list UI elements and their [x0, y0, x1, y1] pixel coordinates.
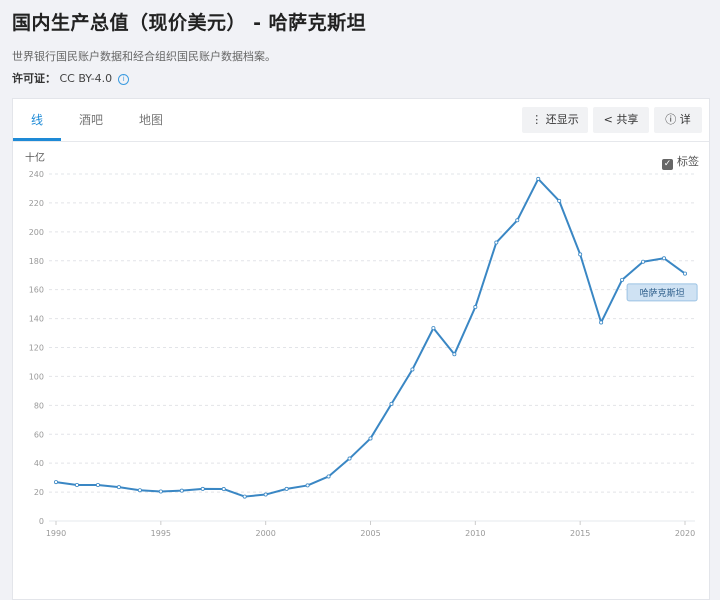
x-tick-label: 2020 [675, 529, 695, 538]
labels-toggle[interactable]: ✓ 标签 [662, 153, 699, 170]
data-point [452, 352, 457, 357]
x-tick-label: 1995 [151, 529, 171, 538]
data-point [54, 480, 59, 485]
data-point [515, 218, 520, 223]
source-description: 世界银行国民账户数据和经合组织国民账户数据档案。 [12, 50, 276, 63]
data-point [494, 240, 499, 245]
data-point [263, 492, 268, 497]
data-point [200, 486, 205, 491]
more-icon: ⋮ [531, 113, 543, 126]
data-point [74, 482, 79, 487]
y-tick-label: 200 [29, 228, 44, 237]
x-tick-label: 2010 [465, 529, 485, 538]
info-icon[interactable]: i [118, 74, 130, 85]
chart-card: 线 酒吧 地图 ⋮ 还显示 < 共享 ⓘ 详 十亿 ✓ 标签 0 20 40 60 80 1… [12, 98, 710, 600]
data-point [137, 488, 142, 493]
data-point [536, 176, 541, 181]
details-label: 详 [679, 113, 691, 126]
y-tick-label: 60 [34, 430, 44, 439]
show-also-button[interactable]: ⋮ 还显示 [522, 107, 588, 133]
data-point [389, 401, 394, 406]
series-label: 哈萨克斯坦 [640, 287, 685, 299]
data-point [221, 487, 226, 492]
tab-bar: 线 酒吧 地图 ⋮ 还显示 < 共享 ⓘ 详 [13, 99, 709, 142]
data-point [557, 198, 562, 203]
data-point [578, 252, 583, 257]
data-point [305, 483, 310, 488]
tab-bar-chart[interactable]: 酒吧 [79, 113, 104, 127]
checkbox-checked-icon[interactable]: ✓ [662, 159, 673, 170]
data-point [326, 474, 331, 479]
license: 许可证： CC BY-4.0 i [12, 70, 130, 86]
y-tick-label: 20 [34, 488, 44, 497]
data-point [641, 259, 646, 264]
data-point [116, 485, 121, 490]
data-point [347, 456, 352, 461]
y-tick-label: 220 [29, 199, 44, 208]
x-tick-label: 1990 [46, 529, 66, 538]
y-tick-label: 120 [29, 344, 44, 353]
data-point [599, 320, 604, 325]
data-point [368, 436, 373, 441]
y-axis-unit: 十亿 [25, 153, 45, 164]
series-label-box [626, 283, 698, 302]
license-value[interactable]: CC BY-4.0 [59, 72, 113, 85]
details-button[interactable]: ⓘ 详 [654, 107, 702, 133]
license-label: 许可证： [12, 72, 56, 85]
x-tick-label: 2005 [360, 529, 380, 538]
data-point [284, 486, 289, 491]
y-tick-label: 180 [29, 257, 44, 266]
active-tab-indicator [13, 138, 61, 141]
y-tick-label: 160 [29, 286, 44, 295]
data-point [620, 277, 625, 282]
show-also-label: 还显示 [545, 113, 579, 126]
y-tick-label: 100 [29, 372, 44, 381]
share-button[interactable]: < 共享 [593, 107, 649, 133]
data-point [683, 271, 688, 276]
y-tick-label: 0 [39, 517, 44, 526]
y-tick-label: 140 [29, 315, 44, 324]
data-point [473, 305, 478, 310]
data-point [662, 256, 667, 261]
page-title: 国内生产总值（现价美元） - 哈萨克斯坦 [12, 12, 367, 34]
data-point [95, 482, 100, 487]
y-tick-label: 80 [34, 401, 44, 410]
data-point [158, 489, 163, 494]
data-point [431, 326, 436, 331]
data-point [410, 367, 415, 372]
share-icon: < [603, 113, 613, 126]
share-label: 共享 [616, 113, 639, 126]
labels-toggle-label: 标签 [677, 155, 699, 168]
data-point [242, 494, 247, 499]
x-tick-label: 2000 [255, 529, 275, 538]
y-tick-label: 40 [34, 459, 44, 468]
tab-line[interactable]: 线 [31, 113, 44, 127]
data-point [179, 488, 184, 493]
series-line [55, 177, 686, 498]
x-tick-label: 2015 [570, 529, 590, 538]
tab-map[interactable]: 地图 [139, 113, 164, 127]
info-circle-icon: ⓘ [665, 113, 677, 126]
y-tick-label: 240 [29, 170, 44, 179]
line-chart: 0 20 40 60 80 100 120 140 160 180 200 220 240 1990 199… [29, 170, 698, 538]
